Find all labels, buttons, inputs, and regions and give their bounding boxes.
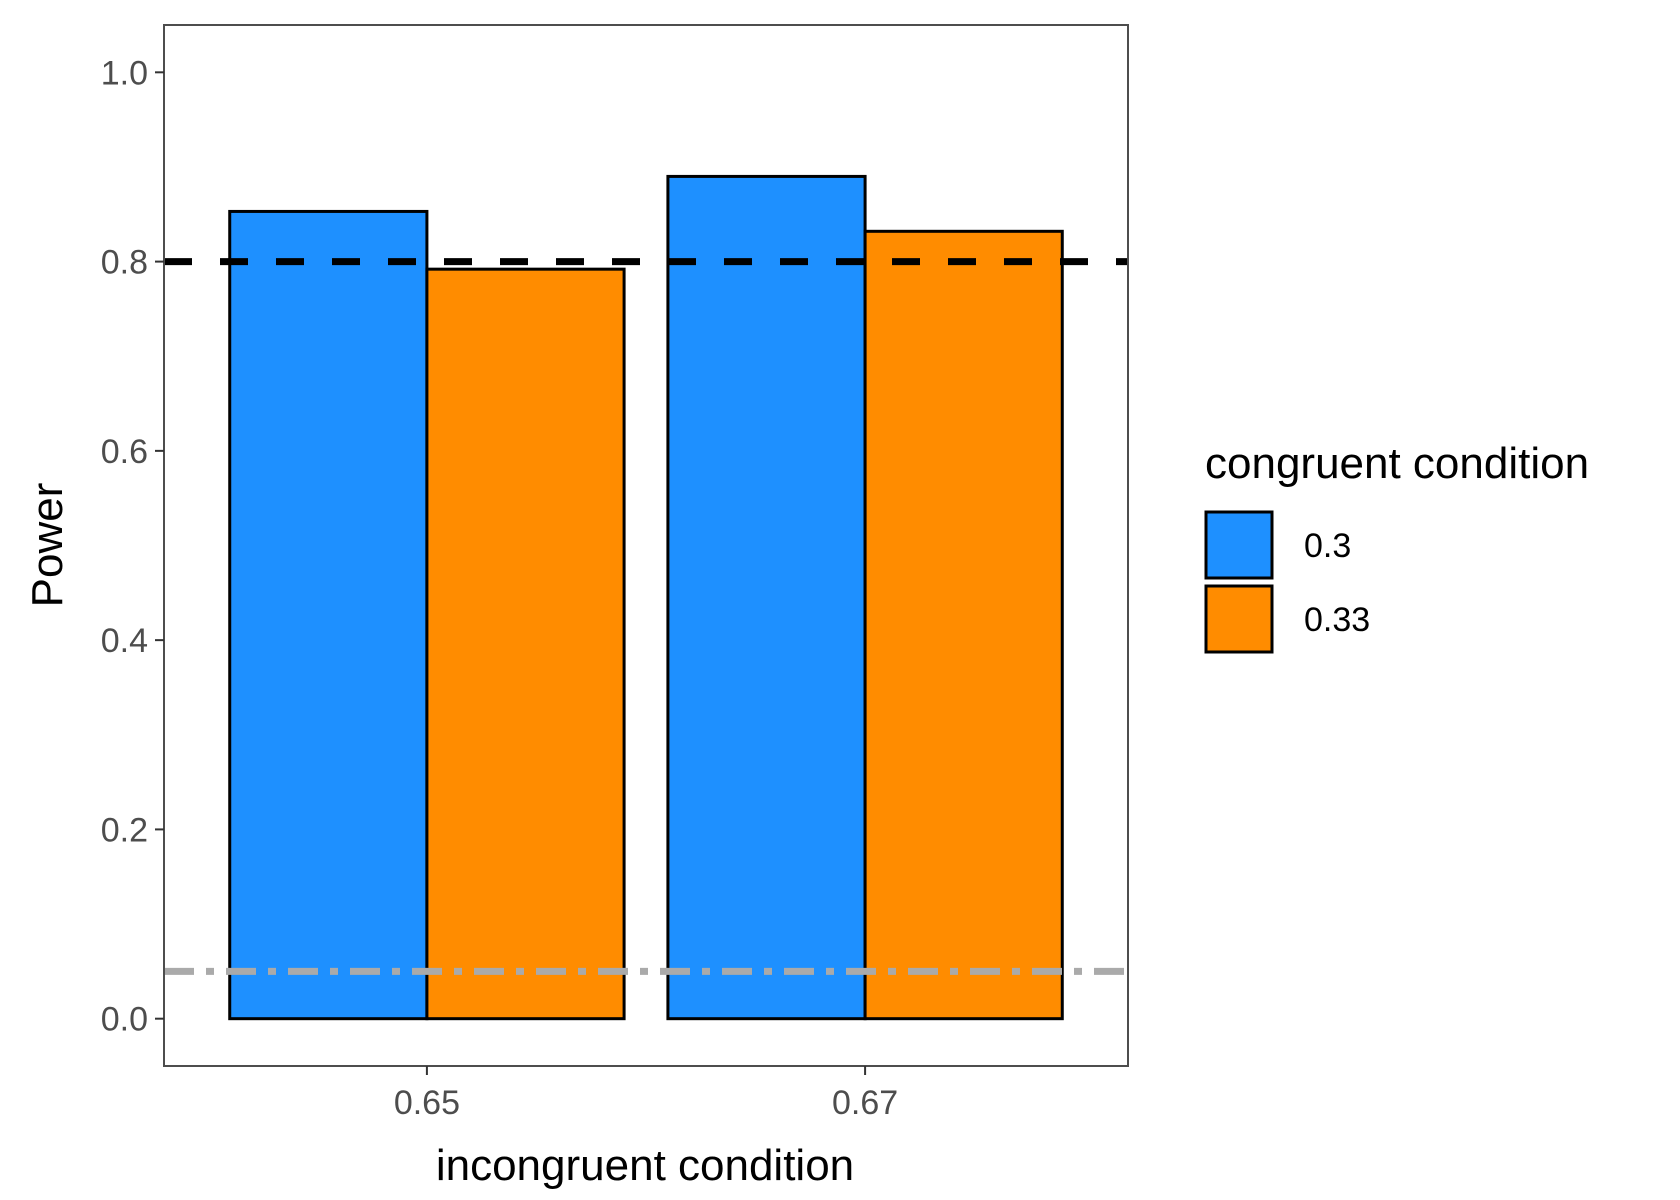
- legend-key-0.3: [1204, 510, 1274, 580]
- y-tick-label: 0.6: [101, 433, 148, 471]
- reference-lines-layer: [164, 258, 1128, 975]
- bar-0.67-series-0.3: [666, 174, 867, 1021]
- x-axis-title: incongruent condition: [436, 1141, 854, 1190]
- bars-layer: [228, 174, 1064, 1021]
- x-axis: 0.65 0.67: [394, 1066, 898, 1122]
- bar-0.65-series-0.3: [228, 209, 429, 1021]
- x-tick-label: 0.65: [394, 1084, 460, 1122]
- plot-panel-border: [163, 24, 1129, 1067]
- y-tick-label: 1.0: [101, 54, 148, 92]
- legend-items: 0.3 0.33: [1204, 510, 1370, 654]
- y-tick-label: 0.0: [101, 1001, 148, 1039]
- bar-0.67-series-0.33: [863, 229, 1064, 1021]
- bar-0.65-series-0.33: [425, 267, 626, 1021]
- y-tick-label: 0.8: [101, 244, 148, 282]
- legend: congruent condition 0.3 0.33: [1204, 439, 1589, 654]
- legend-title: congruent condition: [1205, 439, 1589, 488]
- y-tick-label: 0.2: [101, 811, 148, 849]
- y-axis-title: Power: [23, 483, 72, 608]
- legend-label: 0.33: [1304, 601, 1370, 639]
- y-axis: 0.0 0.2 0.4 0.6 0.8 1.0: [101, 54, 164, 1039]
- x-tick-label: 0.67: [832, 1084, 898, 1122]
- y-tick-label: 0.4: [101, 622, 148, 660]
- legend-key-0.33: [1204, 584, 1274, 654]
- legend-label: 0.3: [1304, 527, 1351, 565]
